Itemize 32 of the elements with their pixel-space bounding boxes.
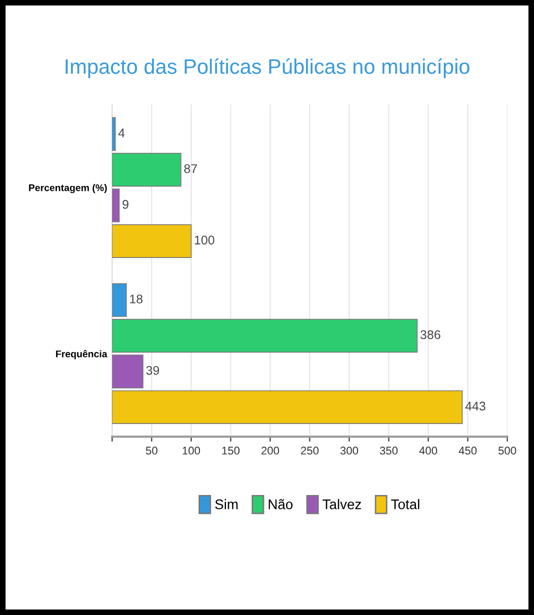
bar	[112, 318, 418, 353]
x-tick-label: 400	[419, 446, 438, 455]
x-tick-label: 100	[182, 446, 200, 455]
data-label: 18	[130, 294, 143, 304]
x-tick-label: 350	[380, 446, 398, 455]
data-label: 39	[146, 366, 160, 375]
bar	[112, 283, 127, 317]
x-tick-label: 50	[146, 446, 158, 455]
x-tick-label: 250	[301, 446, 319, 455]
x-tick-label: 150	[222, 446, 240, 455]
data-label: 100	[194, 236, 214, 244]
x-tick-label: 200	[261, 446, 280, 455]
chart-title: Impacto das Políticas Públicas no município	[66, 58, 470, 78]
data-label: 386	[420, 330, 440, 340]
legend-label: Total	[391, 499, 420, 510]
bar	[112, 224, 192, 258]
y-tick-label: Frequência	[56, 350, 108, 360]
legend-label: Não	[268, 499, 293, 510]
legend-label: Sim	[215, 499, 238, 510]
bar	[112, 354, 144, 388]
data-label: 9	[122, 200, 128, 209]
legend-label: Talvez	[322, 499, 361, 510]
y-tick-label: Percentagem (%)	[29, 184, 107, 194]
data-label: 443	[465, 402, 486, 411]
x-tick-label: 500	[498, 446, 516, 455]
x-tick-label: 300	[340, 446, 358, 455]
data-label: 4	[118, 128, 125, 138]
x-tick-label: 450	[458, 446, 477, 455]
data-label: 87	[184, 164, 197, 174]
bar	[112, 188, 120, 222]
bar	[112, 390, 463, 424]
bar	[112, 152, 182, 187]
